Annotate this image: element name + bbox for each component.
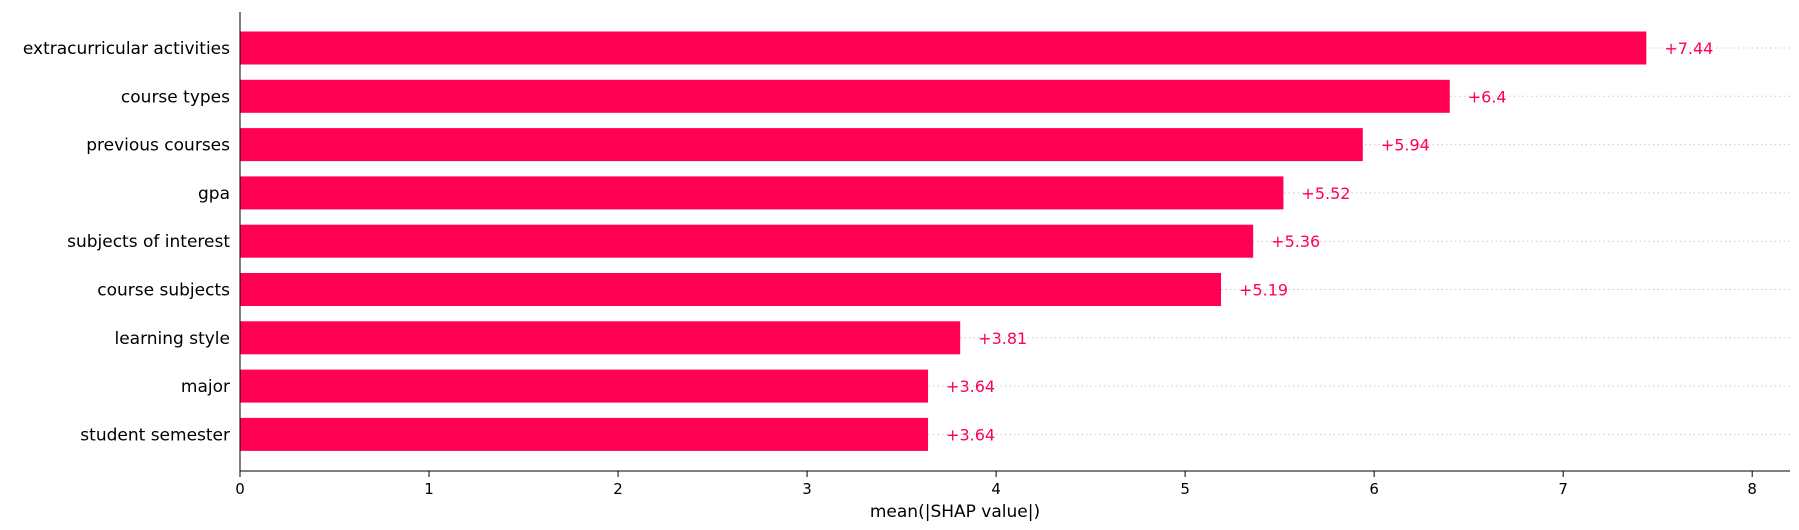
value-label: +7.44	[1664, 39, 1713, 58]
x-tick-label: 6	[1369, 480, 1379, 498]
category-label: major	[181, 377, 230, 397]
bar	[240, 31, 1647, 65]
value-label: +5.52	[1301, 184, 1350, 203]
value-label: +5.36	[1271, 232, 1320, 251]
category-label: extracurricular activities	[23, 39, 230, 59]
x-tick-label: 0	[235, 480, 245, 498]
x-tick-label: 8	[1747, 480, 1757, 498]
bars-group	[240, 31, 1647, 451]
category-label: previous courses	[86, 136, 230, 156]
bar	[240, 369, 929, 403]
value-label: +5.94	[1381, 136, 1430, 155]
x-tick-label: 2	[613, 480, 623, 498]
bar	[240, 176, 1284, 210]
category-label: course subjects	[97, 281, 230, 301]
x-tick-label: 5	[1180, 480, 1190, 498]
x-tick-label: 1	[424, 480, 434, 498]
bar	[240, 224, 1254, 258]
category-label: subjects of interest	[67, 232, 230, 252]
bar	[240, 79, 1450, 113]
category-label: student semester	[80, 425, 230, 445]
x-tick-label: 4	[991, 480, 1001, 498]
axes-group	[239, 12, 1790, 472]
x-axis-title: mean(|SHAP value|)	[870, 502, 1040, 522]
value-label: +3.64	[946, 425, 995, 444]
category-label: course types	[121, 87, 230, 107]
x-tick-label: 3	[802, 480, 812, 498]
category-labels-group: extracurricular activities course types pr…	[23, 39, 230, 445]
x-ticks-group: 0 1 2 3 4 5 6 7 8	[235, 471, 1757, 498]
category-label: gpa	[198, 184, 230, 204]
bar	[240, 321, 961, 355]
value-label: +5.19	[1239, 281, 1288, 300]
value-label: +3.64	[946, 377, 995, 396]
bar	[240, 128, 1363, 162]
category-label: learning style	[114, 329, 230, 349]
x-tick-label: 7	[1558, 480, 1568, 498]
value-label: +6.4	[1468, 87, 1507, 106]
value-labels-group: +7.44 +6.4 +5.94 +5.52 +5.36 +5.19 +3.81 +3.64 +…	[946, 39, 1713, 444]
bar	[240, 273, 1222, 306]
value-label: +3.81	[978, 329, 1027, 348]
bar	[240, 417, 929, 451]
